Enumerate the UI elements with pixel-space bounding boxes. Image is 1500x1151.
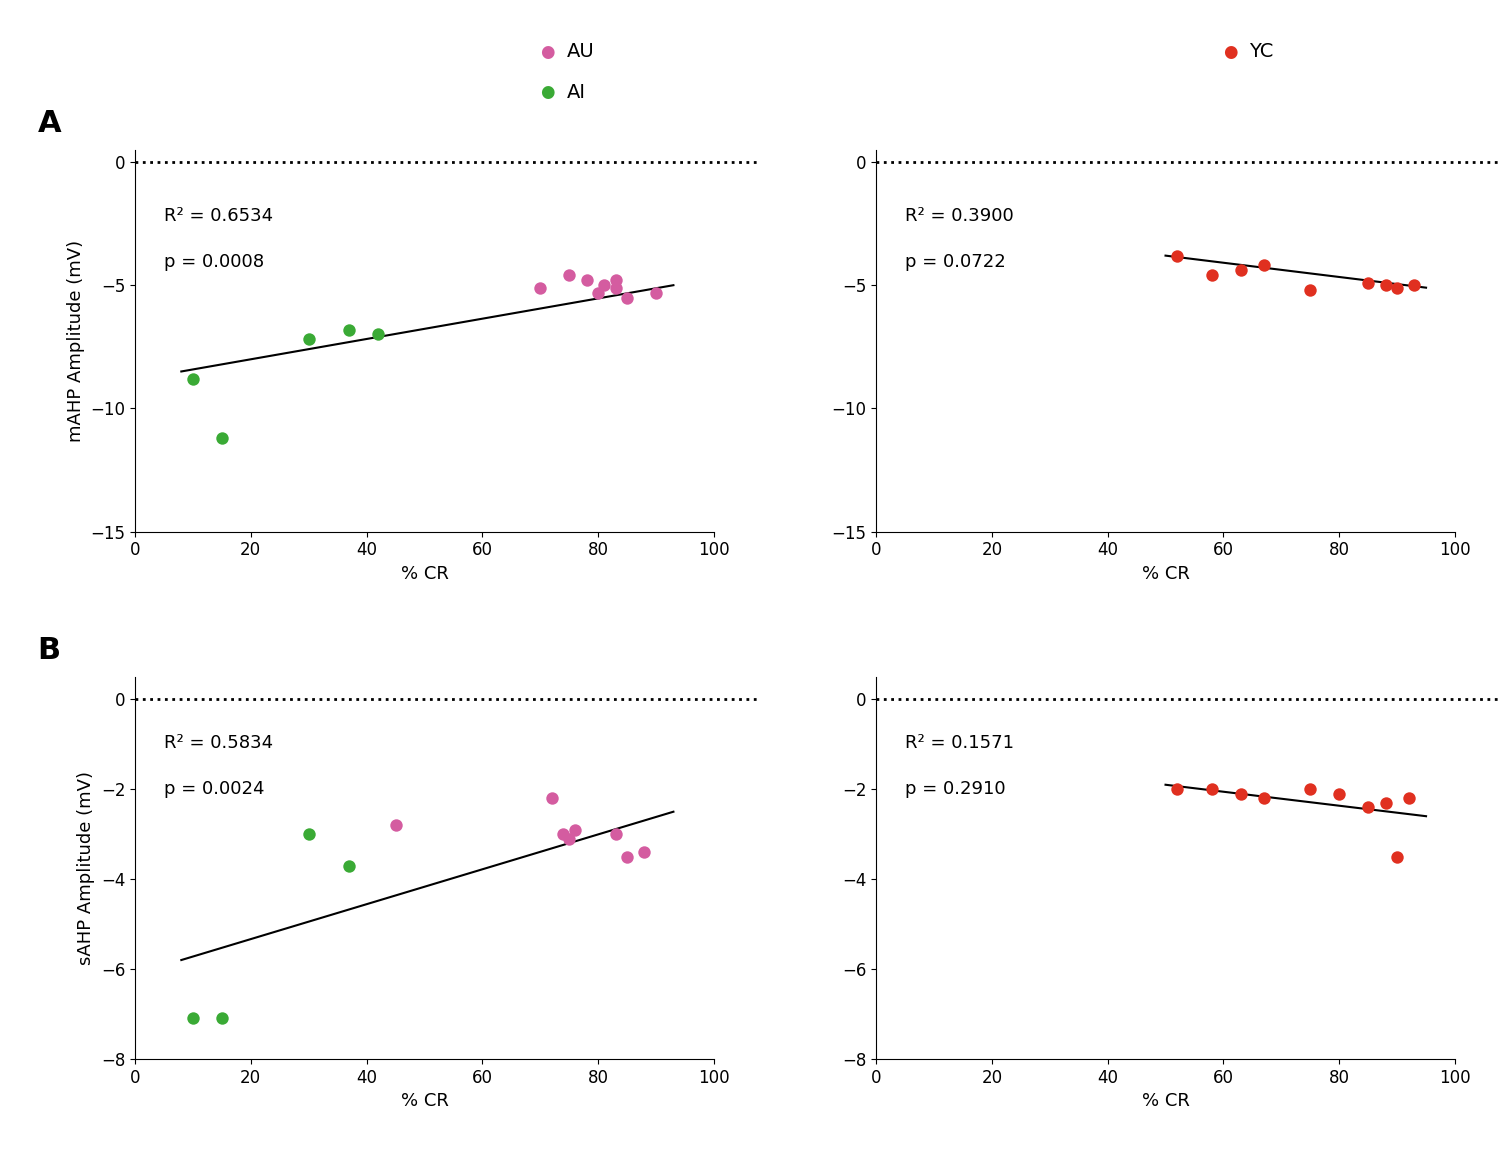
- Point: [1200, 266, 1224, 284]
- Point: [338, 320, 362, 338]
- Point: [1356, 798, 1380, 816]
- Text: AI: AI: [567, 83, 586, 101]
- Point: [1166, 246, 1190, 265]
- Text: p = 0.2910: p = 0.2910: [904, 780, 1005, 798]
- Text: YC: YC: [1250, 43, 1274, 61]
- Point: [552, 825, 576, 844]
- Point: [603, 825, 627, 844]
- Point: [210, 429, 234, 448]
- Point: [615, 288, 639, 306]
- Point: [1252, 790, 1276, 808]
- Text: R² = 0.5834: R² = 0.5834: [164, 734, 273, 752]
- Point: [556, 266, 580, 284]
- Point: [1402, 276, 1426, 295]
- Point: [615, 847, 639, 866]
- Point: [1396, 790, 1420, 808]
- Point: [1200, 780, 1224, 799]
- Text: R² = 0.1571: R² = 0.1571: [904, 734, 1014, 752]
- Point: [1252, 257, 1276, 275]
- Point: [297, 330, 321, 349]
- Text: ●: ●: [540, 43, 555, 61]
- Y-axis label: mAHP Amplitude (mV): mAHP Amplitude (mV): [66, 239, 84, 442]
- Point: [1228, 261, 1252, 280]
- Point: [1356, 274, 1380, 292]
- Point: [297, 825, 321, 844]
- X-axis label: % CR: % CR: [400, 1092, 448, 1111]
- Point: [384, 816, 408, 834]
- Point: [586, 283, 610, 302]
- Point: [182, 1009, 206, 1028]
- Point: [210, 1009, 234, 1028]
- X-axis label: % CR: % CR: [400, 565, 448, 582]
- Point: [592, 276, 616, 295]
- Text: p = 0.0024: p = 0.0024: [164, 780, 264, 798]
- Text: p = 0.0008: p = 0.0008: [164, 253, 264, 270]
- Point: [1166, 780, 1190, 799]
- Point: [574, 270, 598, 289]
- Text: ●: ●: [1222, 43, 1238, 61]
- Point: [1384, 279, 1408, 297]
- Y-axis label: sAHP Amplitude (mV): sAHP Amplitude (mV): [76, 771, 94, 965]
- Point: [338, 856, 362, 875]
- Text: B: B: [38, 637, 60, 665]
- Point: [1228, 785, 1252, 803]
- Point: [182, 369, 206, 388]
- Point: [1374, 793, 1398, 811]
- Point: [562, 821, 586, 839]
- Text: R² = 0.3900: R² = 0.3900: [904, 207, 1014, 224]
- Point: [603, 279, 627, 297]
- Point: [1328, 785, 1352, 803]
- Text: p = 0.0722: p = 0.0722: [904, 253, 1005, 270]
- Point: [528, 279, 552, 297]
- Point: [603, 270, 627, 289]
- Point: [644, 283, 668, 302]
- Point: [1384, 847, 1408, 866]
- Point: [1299, 281, 1323, 299]
- Point: [1374, 276, 1398, 295]
- Text: A: A: [38, 109, 62, 138]
- X-axis label: % CR: % CR: [1142, 1092, 1190, 1111]
- Point: [366, 326, 390, 344]
- Point: [556, 830, 580, 848]
- X-axis label: % CR: % CR: [1142, 565, 1190, 582]
- Point: [633, 843, 657, 861]
- Text: R² = 0.6534: R² = 0.6534: [164, 207, 273, 224]
- Point: [1299, 780, 1323, 799]
- Point: [540, 790, 564, 808]
- Text: ●: ●: [540, 83, 555, 101]
- Text: AU: AU: [567, 43, 594, 61]
